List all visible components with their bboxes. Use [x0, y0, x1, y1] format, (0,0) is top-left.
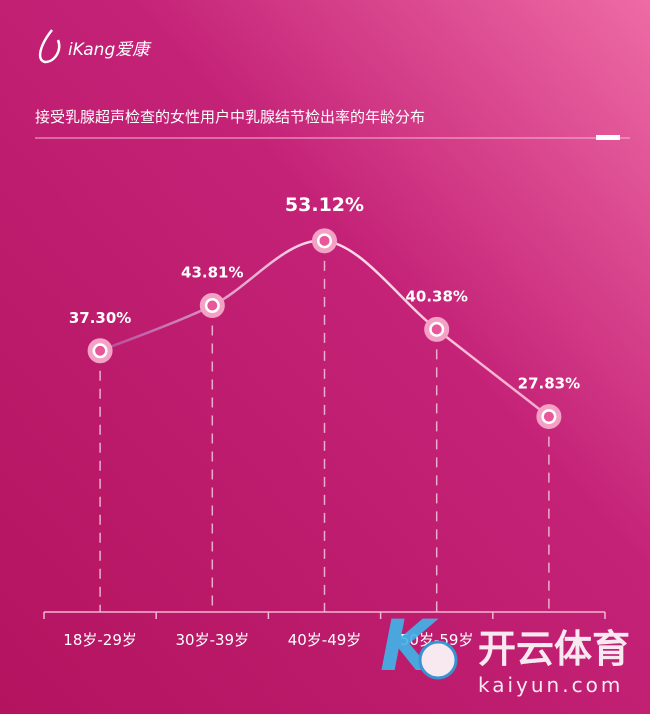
x-tick-label: 30岁-39岁: [176, 631, 250, 649]
value-label: 43.81%: [181, 264, 243, 282]
point-dot: [431, 324, 442, 335]
x-tick-label: 18岁-29岁: [63, 631, 137, 649]
point-dot: [207, 300, 218, 311]
watermark: K 开云体育 kaiyun.com: [380, 605, 630, 697]
logo: iKang爱康: [68, 40, 152, 60]
point-dot: [95, 345, 106, 356]
x-tick-label: 40岁-49岁: [288, 631, 362, 649]
value-label: 53.12%: [285, 194, 364, 216]
logo-mark: [38, 29, 61, 64]
watermark-name: 开云体育: [478, 627, 630, 671]
value-label: 27.83%: [518, 375, 580, 393]
watermark-ball: [418, 640, 458, 680]
title-rule-accent: [596, 135, 620, 140]
x-tick-label: 50岁-59岁: [400, 631, 474, 649]
chart-title: 接受乳腺超声检查的女性用户中乳腺结节检出率的年龄分布: [35, 108, 425, 126]
point-dot: [543, 411, 554, 422]
watermark-site: kaiyun.com: [478, 673, 623, 697]
value-label: 37.30%: [69, 309, 131, 327]
point-dot: [319, 235, 330, 246]
value-label: 40.38%: [405, 287, 467, 305]
